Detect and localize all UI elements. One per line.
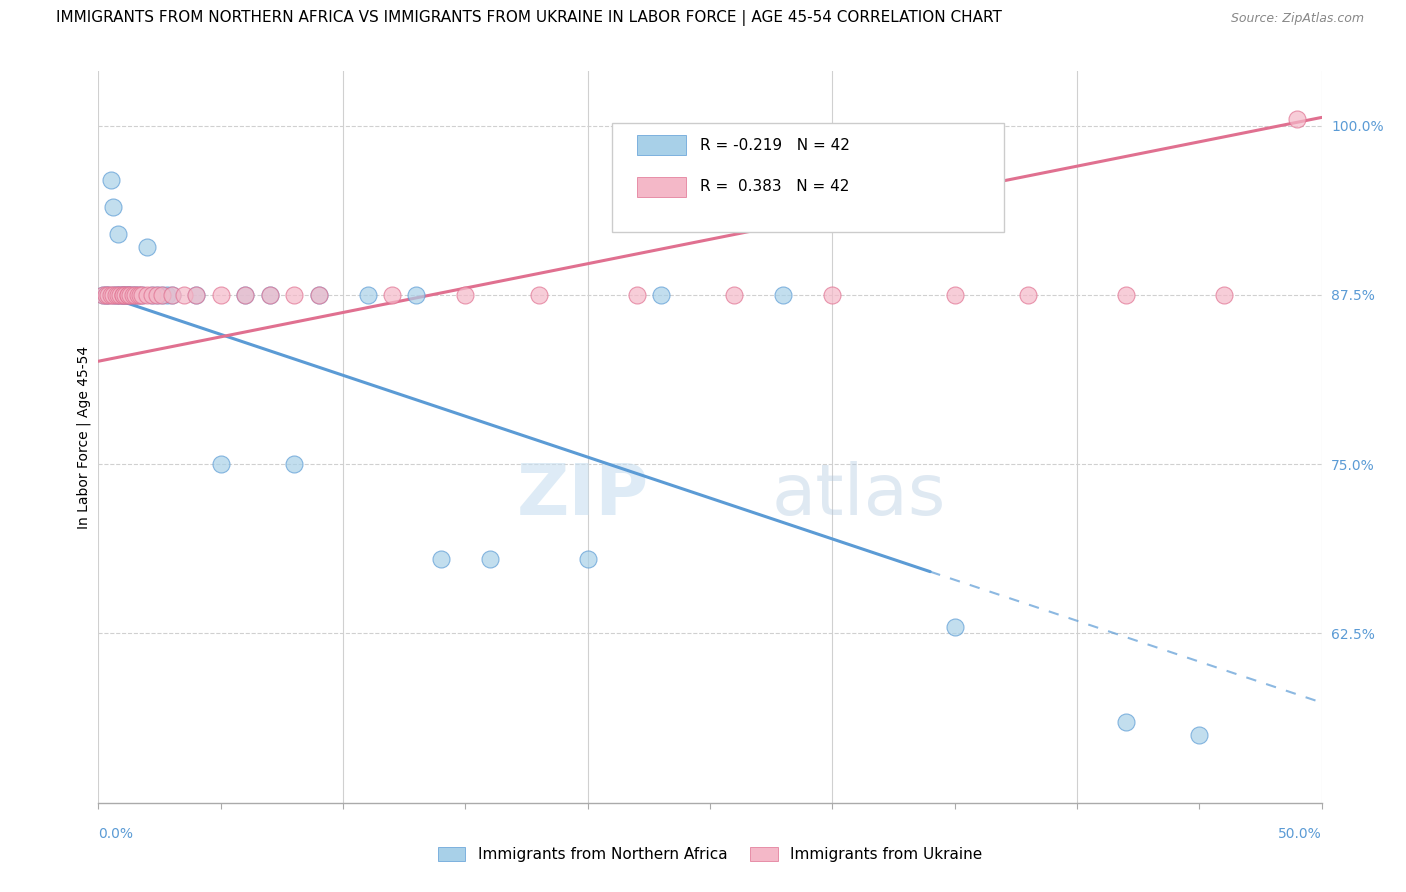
- Point: [104, 288, 127, 302]
- Point: [117, 288, 139, 302]
- Text: atlas: atlas: [772, 461, 946, 530]
- Point: [131, 288, 153, 302]
- Point: [104, 288, 127, 302]
- Bar: [637, 135, 686, 155]
- Point: [100, 172, 122, 186]
- Point: [576, 552, 599, 566]
- Point: [626, 288, 648, 302]
- Point: [101, 200, 124, 214]
- Point: [283, 288, 305, 302]
- FancyBboxPatch shape: [612, 122, 1004, 232]
- Text: Source: ZipAtlas.com: Source: ZipAtlas.com: [1230, 12, 1364, 25]
- Point: [1115, 288, 1137, 302]
- Point: [117, 288, 139, 302]
- Point: [100, 288, 122, 302]
- Point: [111, 288, 134, 302]
- Point: [101, 288, 124, 302]
- Point: [111, 288, 134, 302]
- Point: [405, 288, 427, 302]
- Point: [650, 288, 672, 302]
- Point: [127, 288, 149, 302]
- Point: [127, 288, 149, 302]
- Point: [117, 288, 139, 302]
- Point: [114, 288, 136, 302]
- Point: [772, 288, 794, 302]
- Point: [160, 288, 183, 302]
- Point: [1017, 288, 1039, 302]
- Point: [186, 288, 208, 302]
- Point: [97, 288, 120, 302]
- Point: [308, 288, 330, 302]
- Point: [1188, 728, 1211, 742]
- Point: [136, 288, 159, 302]
- Point: [124, 288, 146, 302]
- Y-axis label: In Labor Force | Age 45-54: In Labor Force | Age 45-54: [77, 345, 91, 529]
- Point: [91, 288, 114, 302]
- Point: [110, 288, 132, 302]
- Point: [821, 288, 844, 302]
- Text: R = -0.219   N = 42: R = -0.219 N = 42: [700, 137, 851, 153]
- Text: R =  0.383   N = 42: R = 0.383 N = 42: [700, 179, 849, 194]
- Point: [150, 288, 173, 302]
- Point: [160, 288, 183, 302]
- Text: 50.0%: 50.0%: [1278, 828, 1322, 841]
- Point: [1212, 288, 1234, 302]
- Point: [91, 288, 114, 302]
- Point: [430, 552, 453, 566]
- Point: [146, 288, 169, 302]
- Point: [146, 288, 169, 302]
- Point: [454, 288, 477, 302]
- Point: [478, 552, 501, 566]
- Point: [141, 288, 163, 302]
- Point: [283, 457, 305, 471]
- Point: [1115, 714, 1137, 729]
- Point: [259, 288, 281, 302]
- Point: [129, 288, 152, 302]
- Point: [121, 288, 143, 302]
- Point: [110, 288, 132, 302]
- Point: [308, 288, 330, 302]
- Point: [111, 288, 134, 302]
- Point: [117, 288, 139, 302]
- Point: [101, 288, 124, 302]
- Point: [723, 288, 745, 302]
- Point: [233, 288, 256, 302]
- Point: [381, 288, 404, 302]
- Text: IMMIGRANTS FROM NORTHERN AFRICA VS IMMIGRANTS FROM UKRAINE IN LABOR FORCE | AGE : IMMIGRANTS FROM NORTHERN AFRICA VS IMMIG…: [56, 11, 1002, 26]
- Point: [209, 288, 232, 302]
- Point: [943, 620, 966, 634]
- Point: [107, 288, 129, 302]
- Point: [94, 288, 117, 302]
- Point: [121, 288, 143, 302]
- Point: [186, 288, 208, 302]
- Point: [1286, 112, 1309, 126]
- Point: [943, 288, 966, 302]
- Point: [136, 240, 159, 254]
- Point: [233, 288, 256, 302]
- Point: [97, 288, 120, 302]
- Point: [209, 457, 232, 471]
- Text: ZIP: ZIP: [516, 461, 648, 530]
- Point: [173, 288, 195, 302]
- Text: 0.0%: 0.0%: [98, 828, 134, 841]
- Point: [111, 288, 134, 302]
- Point: [94, 288, 117, 302]
- Point: [120, 288, 142, 302]
- Point: [124, 288, 146, 302]
- Point: [150, 288, 173, 302]
- Point: [156, 288, 179, 302]
- Point: [527, 288, 550, 302]
- Bar: [637, 177, 686, 197]
- Point: [356, 288, 378, 302]
- Point: [141, 288, 163, 302]
- Point: [131, 288, 153, 302]
- Legend: Immigrants from Northern Africa, Immigrants from Ukraine: Immigrants from Northern Africa, Immigra…: [432, 841, 988, 868]
- Point: [120, 288, 142, 302]
- Point: [107, 288, 129, 302]
- Point: [259, 288, 281, 302]
- Point: [114, 288, 136, 302]
- Point: [107, 227, 129, 241]
